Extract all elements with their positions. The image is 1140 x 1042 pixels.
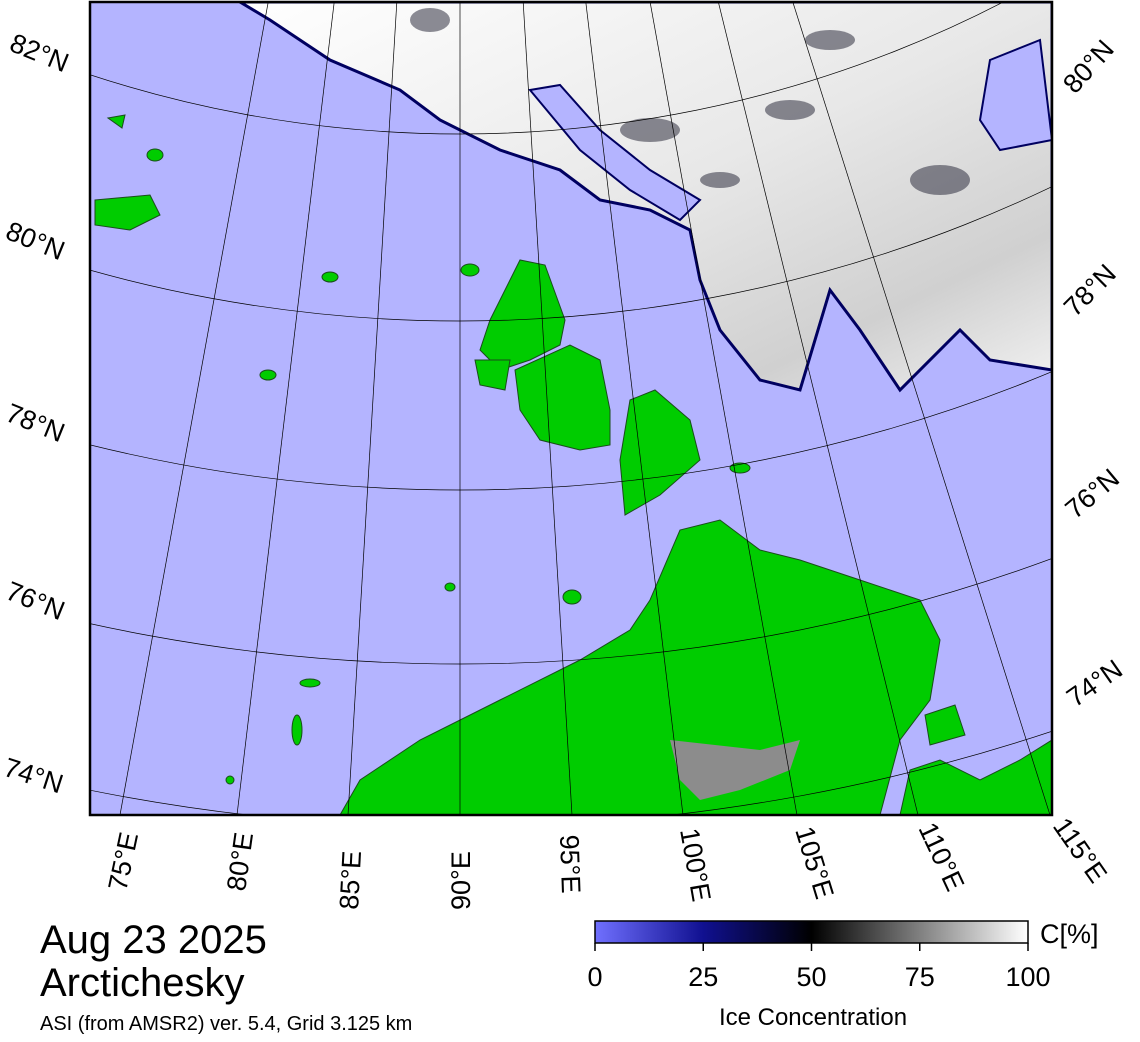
colorbar-tick-label: 25 [688, 962, 718, 992]
land [514, 344, 611, 451]
lat-label: 76°N [1060, 463, 1125, 525]
colorbar-tick-label: 50 [796, 962, 826, 992]
polynya [978, 38, 1052, 152]
map-frame [88, 0, 1054, 817]
lon-label: 105°E [789, 823, 839, 902]
land-mask [670, 740, 800, 800]
lon-label: 95°E [554, 834, 586, 894]
lat-label: 82°N [6, 28, 73, 78]
colorbar-tick-label: 75 [905, 962, 935, 992]
lon-label: 100°E [674, 826, 716, 904]
lon-label: 80°E [221, 830, 259, 892]
lat-label: 80°N [1057, 34, 1120, 99]
polynya [528, 83, 702, 222]
colorbar-unit: C[%] [1040, 919, 1099, 949]
lon-label: 115°E [1047, 812, 1113, 888]
land [899, 739, 1052, 815]
lat-label: 80°N [2, 216, 69, 266]
graticule [90, 2, 1052, 815]
map-area [90, 2, 1052, 815]
colorbar [594, 920, 1029, 944]
lat-label: 78°N [2, 398, 69, 448]
date: Aug 23 2025 [40, 918, 267, 962]
land [924, 704, 966, 746]
lat-label: 74°N [0, 752, 67, 799]
ice-texture [410, 8, 970, 195]
lat-label: 76°N [2, 576, 69, 626]
lat-label: 78°N [1058, 258, 1122, 322]
land [619, 389, 701, 516]
islands [94, 114, 751, 785]
colorbar-tick-label: 0 [587, 962, 602, 992]
lon-label: 75°E [103, 829, 145, 893]
colorbar-label: Ice Concentration [719, 1004, 907, 1031]
land [339, 519, 941, 815]
land [474, 359, 511, 391]
lat-label: 74°N [1061, 654, 1128, 713]
lon-label: 110°E [913, 818, 971, 896]
region: Arctichesky [40, 961, 245, 1005]
source: ASI (from AMSR2) ver. 5.4, Grid 3.125 km [40, 1013, 412, 1035]
lon-label: 85°E [334, 850, 367, 910]
lon-label: 90°E [446, 851, 476, 910]
colorbar-tick-label: 100 [1005, 962, 1050, 992]
